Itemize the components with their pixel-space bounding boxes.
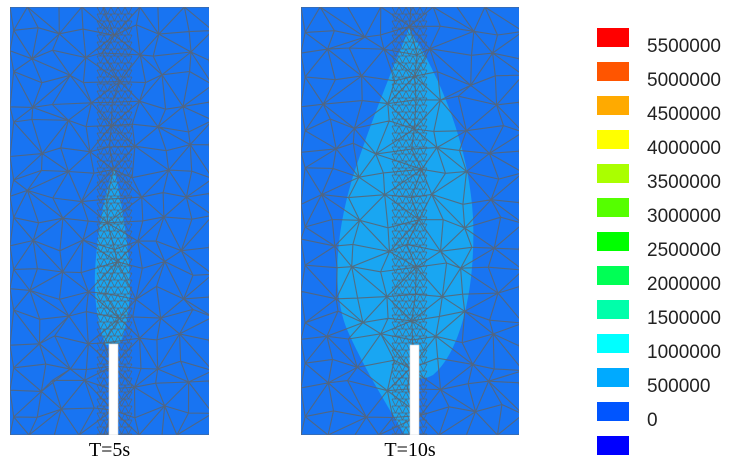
coarse-mesh	[10, 7, 209, 435]
wellbore	[409, 344, 420, 435]
mesh-plot-t10	[301, 7, 519, 435]
legend-label: 2500000	[647, 240, 721, 261]
refined-mesh	[391, 7, 428, 435]
legend-swatch	[597, 130, 629, 149]
legend-label: 3500000	[647, 172, 721, 193]
legend-label: 1000000	[647, 342, 721, 363]
caption-t10: T=10s	[384, 439, 436, 461]
legend-swatch	[597, 436, 629, 455]
wellbore	[108, 343, 119, 435]
legend-label: 4000000	[647, 138, 721, 159]
mesh-plot-t5	[10, 7, 209, 435]
coarse-mesh	[301, 7, 519, 435]
legend-swatch	[597, 266, 629, 285]
legend-swatch	[597, 198, 629, 217]
legend-label: 3000000	[647, 206, 721, 227]
legend-swatch	[597, 62, 629, 81]
legend-label: 5000000	[647, 70, 721, 91]
mesh-panel-t5	[10, 7, 209, 435]
caption-t5: T=5s	[88, 439, 131, 461]
legend-swatch	[597, 300, 629, 319]
mesh-lines	[10, 7, 209, 435]
legend-label: 2000000	[647, 274, 721, 295]
legend-label: 1500000	[647, 308, 721, 329]
legend-label: 5500000	[647, 36, 721, 57]
legend-label: 500000	[647, 376, 711, 397]
legend-swatch	[597, 368, 629, 387]
legend-swatch	[597, 334, 629, 353]
refined-mesh	[96, 7, 133, 435]
mesh-panel-t10	[301, 7, 519, 435]
mesh-lines	[301, 7, 519, 435]
legend-swatch	[597, 164, 629, 183]
legend-swatch	[597, 96, 629, 115]
legend-swatch	[597, 28, 629, 47]
legend-swatch	[597, 232, 629, 251]
legend-swatch	[597, 402, 629, 421]
legend-label: 4500000	[647, 104, 721, 125]
legend-label: 0	[647, 410, 658, 431]
